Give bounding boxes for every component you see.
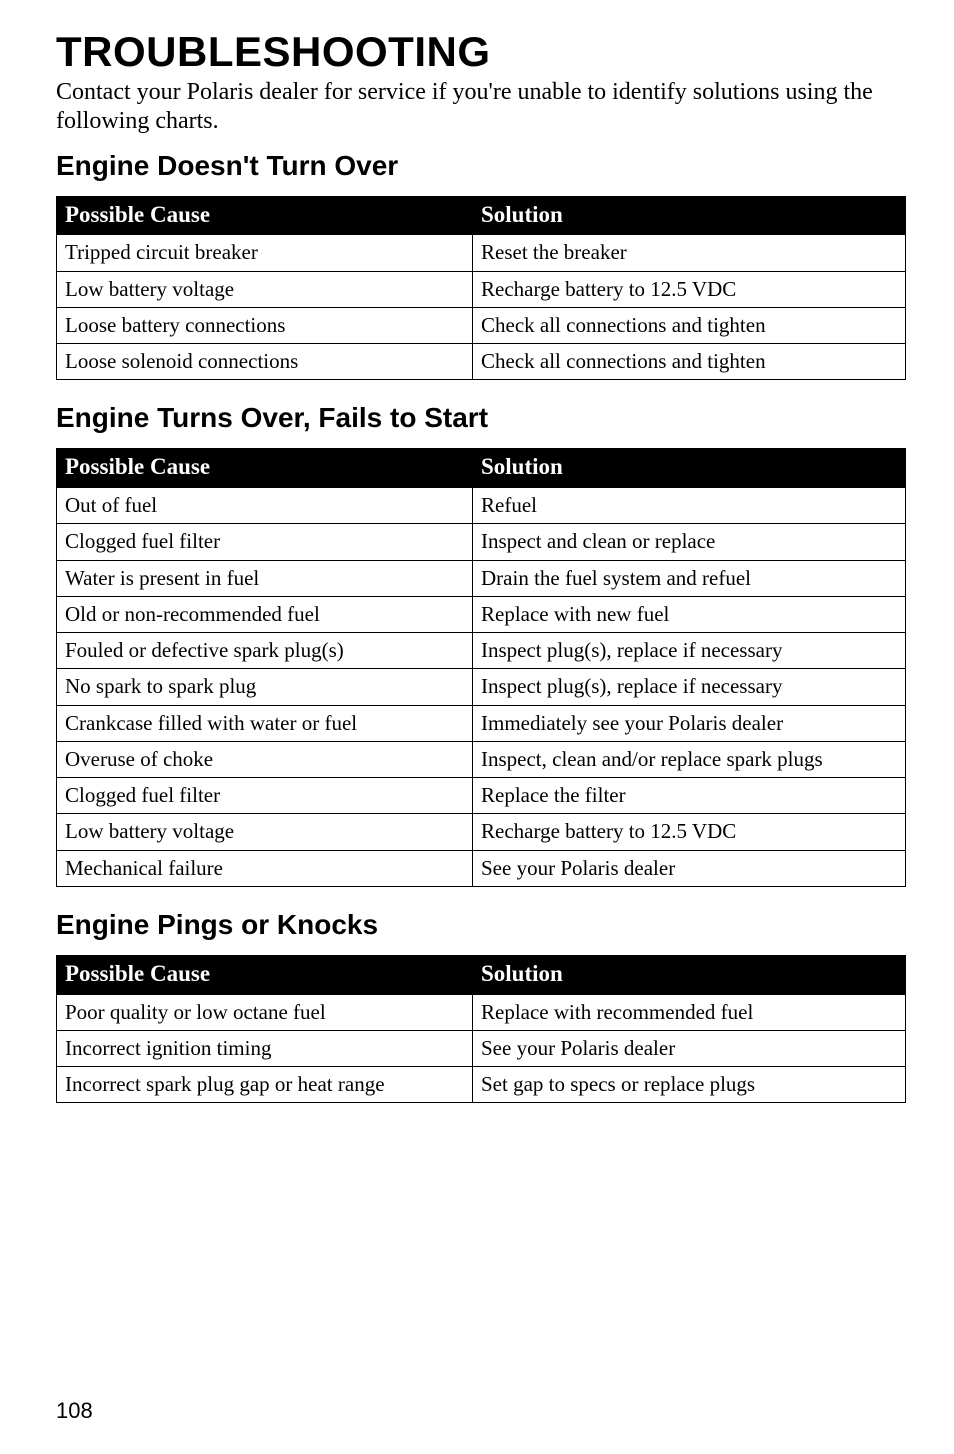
page-number: 108: [56, 1398, 93, 1424]
cause-cell: Clogged fuel filter: [57, 778, 473, 814]
solution-cell: Inspect plug(s), replace if necessary: [473, 669, 906, 705]
column-header-cause: Possible Cause: [57, 196, 473, 235]
table-row: Loose battery connectionsCheck all conne…: [57, 307, 906, 343]
cause-cell: Tripped circuit breaker: [57, 235, 473, 271]
solution-cell: See your Polaris dealer: [473, 1030, 906, 1066]
column-header-cause: Possible Cause: [57, 449, 473, 488]
solution-cell: Replace with recommended fuel: [473, 994, 906, 1030]
cause-cell: Clogged fuel filter: [57, 524, 473, 560]
section-heading: Engine Turns Over, Fails to Start: [56, 402, 906, 434]
page-title: TROUBLESHOOTING: [56, 28, 906, 76]
section-heading: Engine Doesn't Turn Over: [56, 150, 906, 182]
solution-cell: Immediately see your Polaris dealer: [473, 705, 906, 741]
table-row: Incorrect spark plug gap or heat rangeSe…: [57, 1067, 906, 1103]
table-row: Overuse of chokeInspect, clean and/or re…: [57, 741, 906, 777]
cause-cell: Mechanical failure: [57, 850, 473, 886]
column-header-solution: Solution: [473, 955, 906, 994]
cause-cell: Overuse of choke: [57, 741, 473, 777]
solution-cell: Recharge battery to 12.5 VDC: [473, 814, 906, 850]
table-row: Out of fuelRefuel: [57, 488, 906, 524]
solution-cell: See your Polaris dealer: [473, 850, 906, 886]
cause-cell: Low battery voltage: [57, 271, 473, 307]
cause-cell: Low battery voltage: [57, 814, 473, 850]
table-row: Fouled or defective spark plug(s)Inspect…: [57, 633, 906, 669]
column-header-solution: Solution: [473, 449, 906, 488]
column-header-cause: Possible Cause: [57, 955, 473, 994]
solution-cell: Reset the breaker: [473, 235, 906, 271]
solution-cell: Replace the filter: [473, 778, 906, 814]
cause-cell: Crankcase filled with water or fuel: [57, 705, 473, 741]
cause-cell: Out of fuel: [57, 488, 473, 524]
table-row: Clogged fuel filterReplace the filter: [57, 778, 906, 814]
solution-cell: Refuel: [473, 488, 906, 524]
cause-cell: Water is present in fuel: [57, 560, 473, 596]
solution-cell: Drain the fuel system and refuel: [473, 560, 906, 596]
table-row: No spark to spark plugInspect plug(s), r…: [57, 669, 906, 705]
troubleshooting-table: Possible CauseSolutionPoor quality or lo…: [56, 955, 906, 1104]
cause-cell: Incorrect ignition timing: [57, 1030, 473, 1066]
table-row: Old or non-recommended fuelReplace with …: [57, 596, 906, 632]
solution-cell: Inspect, clean and/or replace spark plug…: [473, 741, 906, 777]
solution-cell: Set gap to specs or replace plugs: [473, 1067, 906, 1103]
troubleshooting-table: Possible CauseSolutionOut of fuelRefuelC…: [56, 448, 906, 887]
table-row: Water is present in fuelDrain the fuel s…: [57, 560, 906, 596]
table-row: Incorrect ignition timingSee your Polari…: [57, 1030, 906, 1066]
table-row: Mechanical failureSee your Polaris deale…: [57, 850, 906, 886]
table-row: Crankcase filled with water or fuelImmed…: [57, 705, 906, 741]
cause-cell: Incorrect spark plug gap or heat range: [57, 1067, 473, 1103]
table-row: Low battery voltageRecharge battery to 1…: [57, 271, 906, 307]
table-row: Loose solenoid connectionsCheck all conn…: [57, 344, 906, 380]
solution-cell: Inspect and clean or replace: [473, 524, 906, 560]
cause-cell: Old or non-recommended fuel: [57, 596, 473, 632]
table-row: Clogged fuel filterInspect and clean or …: [57, 524, 906, 560]
table-row: Poor quality or low octane fuelReplace w…: [57, 994, 906, 1030]
cause-cell: Loose battery connections: [57, 307, 473, 343]
solution-cell: Check all connections and tighten: [473, 344, 906, 380]
cause-cell: Poor quality or low octane fuel: [57, 994, 473, 1030]
troubleshooting-table: Possible CauseSolutionTripped circuit br…: [56, 196, 906, 381]
table-row: Low battery voltageRecharge battery to 1…: [57, 814, 906, 850]
section-heading: Engine Pings or Knocks: [56, 909, 906, 941]
solution-cell: Inspect plug(s), replace if necessary: [473, 633, 906, 669]
solution-cell: Check all connections and tighten: [473, 307, 906, 343]
column-header-solution: Solution: [473, 196, 906, 235]
table-row: Tripped circuit breakerReset the breaker: [57, 235, 906, 271]
cause-cell: Loose solenoid connections: [57, 344, 473, 380]
intro-text: Contact your Polaris dealer for service …: [56, 78, 906, 136]
cause-cell: No spark to spark plug: [57, 669, 473, 705]
solution-cell: Recharge battery to 12.5 VDC: [473, 271, 906, 307]
cause-cell: Fouled or defective spark plug(s): [57, 633, 473, 669]
solution-cell: Replace with new fuel: [473, 596, 906, 632]
